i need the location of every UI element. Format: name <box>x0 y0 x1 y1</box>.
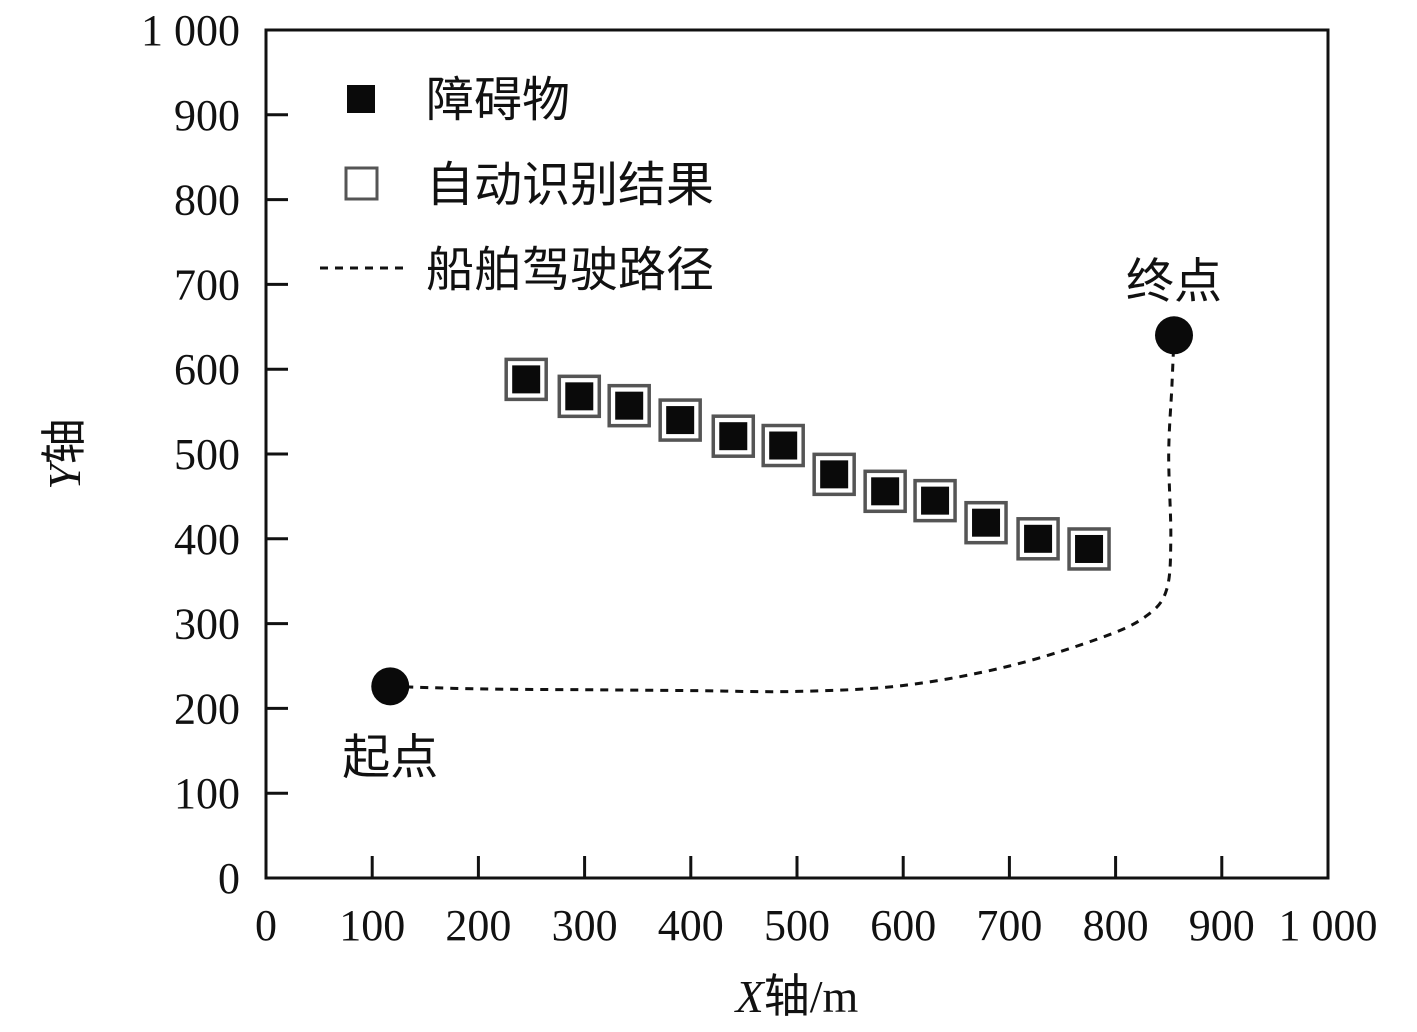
start-point-marker <box>371 667 410 706</box>
x-tick-label: 200 <box>445 901 511 950</box>
obstacle-marker <box>1075 534 1104 563</box>
detection-marker <box>913 478 957 523</box>
detection-marker <box>1016 517 1060 561</box>
x-tick-label: 0 <box>255 901 277 950</box>
y-tick-label: 900 <box>174 91 240 140</box>
y-tick-label: 1 000 <box>141 6 240 55</box>
x-tick-label: 900 <box>1189 901 1255 950</box>
legend: 障碍物 自动识别结果 船舶驾驶路径 <box>320 74 714 297</box>
obstacle-marker <box>820 460 849 489</box>
y-tick-label: 600 <box>174 345 240 394</box>
y-tick-label: 800 <box>174 176 240 225</box>
y-tick-label: 700 <box>174 260 240 309</box>
x-tick-label: 300 <box>552 901 618 950</box>
y-tick-label: 200 <box>174 684 240 733</box>
legend-path-label: 船舶驾驶路径 <box>426 244 714 297</box>
detection-marker <box>1067 527 1111 571</box>
y-tick-label: 300 <box>174 600 240 649</box>
detection-marker <box>711 414 756 458</box>
x-tick-label: 600 <box>870 901 936 950</box>
y-axis: 0 100 200 300 400 500 600 700 800 900 1 000 <box>141 6 288 903</box>
legend-obstacle-label: 障碍物 <box>426 74 570 127</box>
obstacle-marker <box>719 422 748 451</box>
obstacle-marker <box>565 382 594 411</box>
obstacle-marker <box>666 406 695 435</box>
x-tick-label: 400 <box>658 901 724 950</box>
x-tick-label: 500 <box>764 901 830 950</box>
x-tick-label: 700 <box>976 901 1042 950</box>
legend-obstacle-marker <box>347 85 375 113</box>
end-point-marker <box>1155 316 1194 355</box>
y-tick-label: 500 <box>174 430 240 479</box>
y-axis-title: Y轴 <box>39 418 90 490</box>
start-point-label: 起点 <box>342 731 438 784</box>
y-tick-label: 0 <box>218 854 240 903</box>
end-point-label: 终点 <box>1126 255 1222 308</box>
detection-marker <box>761 423 805 468</box>
obstacle-marker <box>769 431 798 460</box>
legend-detection-marker <box>344 166 379 201</box>
y-tick-label: 100 <box>174 769 240 818</box>
ship-path-line <box>390 335 1176 694</box>
detection-marker <box>812 452 856 497</box>
detection-marker <box>964 500 1008 545</box>
obstacle-marker <box>615 391 644 420</box>
detection-series <box>504 357 1111 571</box>
obstacle-marker <box>512 365 541 394</box>
detection-marker <box>863 469 907 514</box>
legend-detection-label: 自动识别结果 <box>426 159 714 212</box>
x-axis: 0 100 200 300 400 500 600 700 800 900 1 000 <box>255 856 1378 950</box>
x-axis-title: X轴/m <box>734 971 859 1022</box>
detection-marker <box>607 383 651 428</box>
obstacle-marker <box>1024 524 1053 553</box>
detection-marker <box>557 374 602 419</box>
detection-marker <box>504 357 548 402</box>
obstacle-series <box>512 365 1104 563</box>
x-tick-label: 1 000 <box>1279 901 1378 950</box>
obstacle-marker <box>972 508 1001 537</box>
y-tick-label: 400 <box>174 515 240 564</box>
obstacle-marker <box>871 477 900 506</box>
obstacle-marker <box>921 486 950 515</box>
x-tick-label: 800 <box>1083 901 1149 950</box>
x-tick-label: 100 <box>339 901 405 950</box>
detection-marker <box>658 398 702 442</box>
